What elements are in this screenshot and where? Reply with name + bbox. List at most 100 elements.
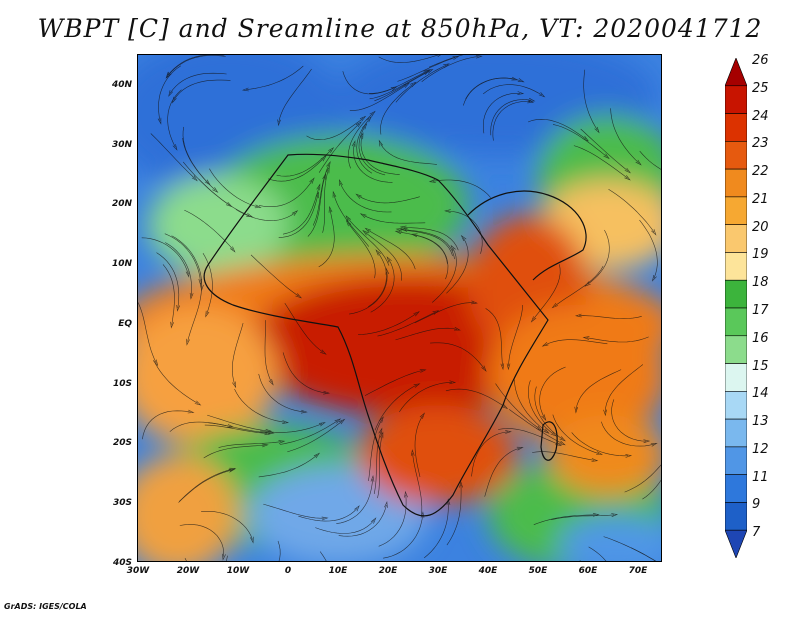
streamline-arrow bbox=[500, 363, 505, 371]
colorbar-segment bbox=[725, 252, 747, 281]
credit-text: GrADS: IGES/COLA bbox=[4, 602, 87, 611]
streamline-arrow bbox=[419, 369, 427, 373]
coastlines bbox=[203, 153, 587, 517]
streamline bbox=[182, 126, 209, 183]
streamline bbox=[162, 264, 175, 325]
streamline bbox=[258, 180, 313, 207]
streamline bbox=[315, 520, 375, 534]
colorbar-label: 9 bbox=[752, 497, 761, 513]
streamline bbox=[414, 415, 423, 478]
streamline-arrow bbox=[291, 210, 299, 216]
colorbar-segment bbox=[725, 363, 747, 392]
streamline-arrow bbox=[355, 193, 362, 199]
streamline bbox=[298, 508, 358, 522]
streamline-arrow bbox=[643, 439, 651, 444]
streamline bbox=[551, 514, 615, 520]
colorbar-label: 14 bbox=[752, 386, 769, 402]
wbpt-streamline-map bbox=[138, 55, 661, 561]
streamline bbox=[373, 431, 382, 494]
streamline bbox=[380, 83, 414, 135]
streamline bbox=[278, 68, 312, 123]
streamline bbox=[603, 536, 656, 561]
streamline-arrow bbox=[624, 167, 631, 174]
streamline bbox=[399, 382, 453, 413]
lat-label: 20S bbox=[112, 438, 132, 449]
streamline-arrow bbox=[517, 91, 525, 95]
streamline bbox=[446, 484, 462, 546]
streamline-arrow bbox=[452, 56, 460, 60]
streamline-arrow bbox=[168, 90, 174, 97]
streamline bbox=[608, 189, 655, 233]
streamline-arrow bbox=[282, 420, 290, 424]
madagascar-east-warm bbox=[548, 415, 661, 495]
streamline bbox=[282, 187, 320, 235]
streamline bbox=[403, 226, 459, 251]
lon-label: 0 bbox=[284, 566, 292, 576]
streamline bbox=[448, 210, 483, 254]
lat-label: 30N bbox=[111, 139, 132, 150]
streamline-arrow bbox=[384, 500, 388, 508]
streamline-arrow bbox=[559, 440, 566, 446]
colorbar-label: 19 bbox=[752, 247, 769, 263]
streamline bbox=[539, 366, 566, 418]
streamline-arrow bbox=[338, 418, 346, 425]
streamline bbox=[278, 195, 319, 238]
streamline bbox=[610, 108, 639, 164]
streamline-arrow bbox=[386, 256, 392, 263]
streamline-arrow bbox=[222, 553, 226, 561]
colorbar bbox=[725, 58, 747, 558]
streamline bbox=[368, 419, 382, 481]
streamline-arrow bbox=[254, 204, 262, 209]
lat-label: 30S bbox=[112, 497, 132, 508]
streamline bbox=[377, 311, 436, 337]
streamline-arrow bbox=[603, 153, 610, 160]
streamline-arrow bbox=[320, 349, 327, 355]
lat-label: 10S bbox=[112, 378, 132, 389]
streamline bbox=[430, 342, 485, 369]
streamline bbox=[583, 69, 598, 131]
streamline-arrow bbox=[596, 451, 603, 455]
colorbar-label: 11 bbox=[752, 469, 769, 485]
streamline bbox=[347, 223, 376, 279]
streamline-arrow bbox=[200, 284, 204, 292]
streamline-arrow bbox=[536, 425, 543, 431]
lat-label: 20N bbox=[111, 199, 132, 210]
colorbar-label: 12 bbox=[752, 441, 769, 457]
streamline-arrow bbox=[516, 446, 524, 451]
streamline-arrow bbox=[574, 313, 582, 318]
streamline bbox=[483, 93, 521, 134]
streamline-arrow bbox=[591, 458, 599, 462]
streamline bbox=[490, 99, 532, 136]
streamline-arrow bbox=[267, 431, 275, 435]
streamline-arrow bbox=[186, 338, 190, 346]
streamline-arrow bbox=[635, 159, 642, 166]
streamline bbox=[307, 176, 326, 237]
streamline-arrow bbox=[413, 311, 420, 317]
streamline-arrow bbox=[228, 468, 236, 473]
streamline bbox=[383, 515, 423, 559]
streamline bbox=[374, 384, 417, 431]
streamline bbox=[367, 229, 416, 270]
streamline bbox=[138, 302, 157, 363]
streamline-arrow bbox=[320, 155, 327, 162]
streamline-arrow bbox=[650, 442, 658, 447]
colorbar-label: 7 bbox=[752, 525, 761, 541]
streamline-arrow bbox=[229, 467, 237, 472]
streamline-arrow bbox=[446, 498, 451, 506]
streamline bbox=[232, 323, 244, 385]
gulf-guinea-warm bbox=[138, 305, 278, 445]
streamline bbox=[203, 444, 265, 459]
colorbar-label: 20 bbox=[752, 219, 769, 235]
colorbar-label: 25 bbox=[752, 80, 769, 96]
streamline-arrow bbox=[241, 87, 249, 92]
streamline-arrow bbox=[278, 440, 286, 444]
streamline bbox=[263, 503, 325, 519]
streamline-arrow bbox=[450, 244, 456, 252]
streamline bbox=[150, 133, 196, 179]
streamline bbox=[235, 209, 296, 222]
streamline-arrow bbox=[366, 116, 372, 123]
colorbar-segment bbox=[725, 58, 747, 87]
colorbar-label: 21 bbox=[752, 191, 769, 207]
streamline-arrow bbox=[651, 275, 657, 282]
map-panel bbox=[137, 54, 662, 562]
